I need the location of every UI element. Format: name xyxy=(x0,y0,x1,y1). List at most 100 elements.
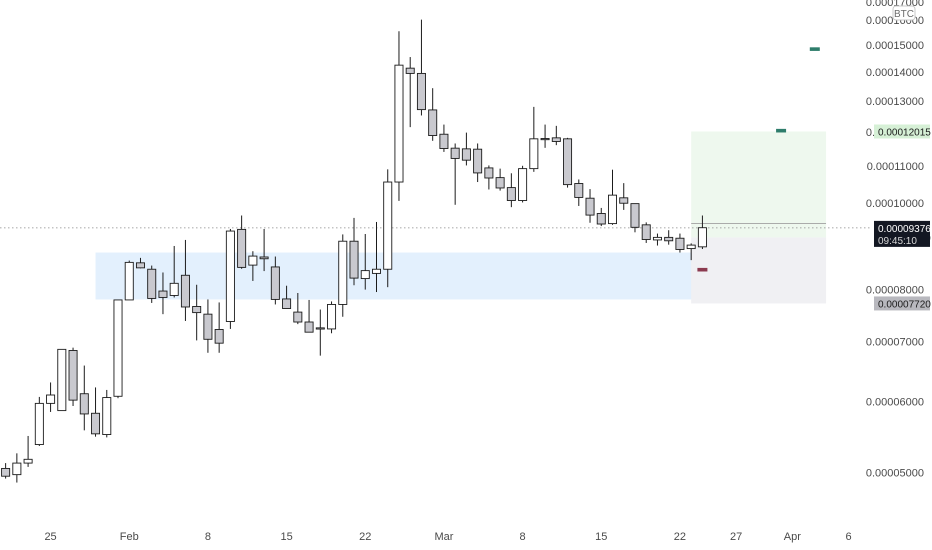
date-tick-label: 6 xyxy=(845,531,851,543)
price-tick-label: 0.00008000 xyxy=(866,285,924,297)
price-badge xyxy=(874,124,930,139)
date-axis: 25 Feb 8 15 22 Mar 8 15 22 27 Apr 6 xyxy=(44,531,851,543)
signal-marker xyxy=(809,47,820,51)
candle-up xyxy=(124,261,134,301)
candle-down xyxy=(214,329,224,344)
candle-up xyxy=(23,458,33,464)
candle-up xyxy=(225,230,235,322)
candle-down xyxy=(282,298,292,309)
date-tick-label: 15 xyxy=(595,531,607,543)
price-tick-label: 0.00010000 xyxy=(866,198,924,210)
candle-up xyxy=(248,255,258,266)
candle-down xyxy=(91,412,101,435)
candles xyxy=(1,19,707,483)
candle-down xyxy=(135,262,145,269)
candle-up xyxy=(686,244,696,250)
candle-down xyxy=(664,236,674,242)
price-tick-label: 0.00011000 xyxy=(867,161,924,173)
date-tick-label: Feb xyxy=(120,531,139,543)
price-badges: 0.000120150.000091490.000077200.00009376… xyxy=(874,124,931,311)
current-price-label: 0.00009376 xyxy=(878,224,931,235)
candle-up xyxy=(12,462,22,476)
candle-down xyxy=(540,138,550,141)
candle-up xyxy=(371,268,381,274)
candle-up xyxy=(394,64,404,183)
date-tick-label: Mar xyxy=(434,531,453,543)
candle-up xyxy=(34,402,44,446)
candle-down xyxy=(675,237,685,250)
candle-down xyxy=(259,256,269,260)
candle-down xyxy=(630,203,640,228)
date-tick-label: Apr xyxy=(784,531,801,543)
candle-down xyxy=(405,67,415,74)
candle-up xyxy=(697,227,707,248)
candle-down xyxy=(158,290,168,298)
candle-down xyxy=(563,138,573,186)
signal-marker xyxy=(697,267,708,272)
price-tick-label: 0.00017000 xyxy=(866,0,924,9)
candle-down xyxy=(147,268,157,299)
candle-up xyxy=(529,138,539,170)
candle-up xyxy=(383,181,393,270)
currency-badge xyxy=(892,5,916,21)
candle-down xyxy=(68,350,78,401)
candle-up xyxy=(113,299,123,397)
price-tick-label: 0.00013000 xyxy=(866,96,924,108)
price-tick-label: 0.00007000 xyxy=(866,337,924,349)
price-tick-label: 0.00015000 xyxy=(866,40,924,52)
candle-up xyxy=(608,194,617,225)
candle-up xyxy=(652,236,662,241)
candle-down xyxy=(315,327,325,330)
candle-down xyxy=(237,228,247,268)
date-tick-label: 27 xyxy=(730,531,742,543)
candle-down xyxy=(416,72,426,111)
candle-down xyxy=(349,240,359,279)
candle-up xyxy=(102,397,112,435)
demand-zone xyxy=(95,252,725,300)
price-axis: 0.00005000 0.00006000 0.00007000 0.00008000… xyxy=(866,0,924,479)
candle-down xyxy=(506,187,516,201)
candle-down xyxy=(439,133,449,149)
candle-down xyxy=(1,467,11,477)
price-badge-label: 0.00007720 xyxy=(878,299,931,310)
candle-up xyxy=(169,282,179,296)
candle-down xyxy=(619,197,629,204)
projection-stop-zone xyxy=(691,237,827,304)
candle-down xyxy=(79,393,89,415)
price-tick-label: 0.00006000 xyxy=(866,396,924,408)
candle-down xyxy=(641,224,651,240)
candle-down xyxy=(461,148,471,161)
candle-down xyxy=(585,197,595,216)
price-tick-label: 0.00005000 xyxy=(866,467,924,479)
price-badge xyxy=(874,296,930,311)
candle-down xyxy=(596,213,606,225)
candle-up xyxy=(338,240,348,305)
candle-down xyxy=(495,177,505,189)
candle-down xyxy=(428,109,438,136)
currency-label: BTC xyxy=(894,9,914,20)
candle-down xyxy=(304,321,314,333)
candle-up xyxy=(46,394,56,404)
candle-down xyxy=(293,311,303,323)
candle-down xyxy=(192,306,202,314)
candle-up xyxy=(360,270,370,280)
candle-up xyxy=(518,168,528,201)
candle-down xyxy=(484,167,494,179)
date-tick-label: 22 xyxy=(674,531,686,543)
candle-down xyxy=(473,148,483,174)
date-tick-label: 8 xyxy=(520,531,526,543)
candle-down xyxy=(574,183,584,198)
candle-down xyxy=(203,313,213,340)
date-tick-label: 22 xyxy=(359,531,371,543)
chart-zones xyxy=(0,131,872,304)
date-tick-label: 8 xyxy=(205,531,211,543)
candle-countdown: 09:45:10 xyxy=(878,236,917,247)
current-price-badge xyxy=(874,220,930,247)
candle-down xyxy=(551,137,561,142)
price-badge-label: 0.00012015 xyxy=(878,127,931,138)
candle-down xyxy=(450,147,460,159)
date-tick-label: 15 xyxy=(280,531,292,543)
candle-up xyxy=(327,303,337,330)
candle-up xyxy=(57,348,67,412)
